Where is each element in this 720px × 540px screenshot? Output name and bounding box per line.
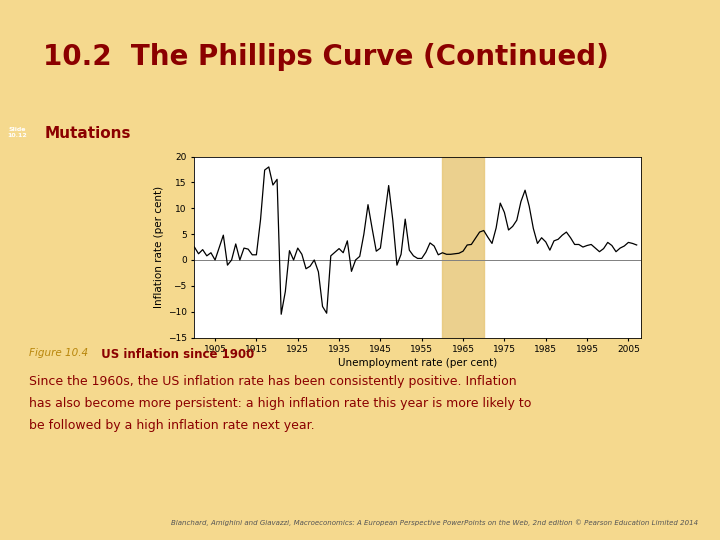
Text: Slide
10.12: Slide 10.12 (7, 127, 27, 138)
Text: Mutations: Mutations (45, 126, 131, 141)
Bar (442, 157, 484, 338)
Text: Since the 1960s, the US inflation rate has been consistently positive. Inflation: Since the 1960s, the US inflation rate h… (29, 375, 516, 388)
Text: 10.2  The Phillips Curve (Continued): 10.2 The Phillips Curve (Continued) (43, 43, 609, 71)
Text: has also become more persistent: a high inflation rate this year is more likely : has also become more persistent: a high … (29, 397, 531, 410)
Text: be followed by a high inflation rate next year.: be followed by a high inflation rate nex… (29, 418, 315, 431)
Y-axis label: Inflation rate (per cent): Inflation rate (per cent) (153, 186, 163, 308)
Text: US inflation since 1900: US inflation since 1900 (97, 348, 254, 361)
Text: Figure 10.4: Figure 10.4 (29, 348, 88, 359)
X-axis label: Unemployment rate (per cent): Unemployment rate (per cent) (338, 359, 498, 368)
Text: Blanchard, Amighini and Giavazzi, Macroeconomics: A European Perspective PowerPo: Blanchard, Amighini and Giavazzi, Macroe… (171, 520, 698, 526)
